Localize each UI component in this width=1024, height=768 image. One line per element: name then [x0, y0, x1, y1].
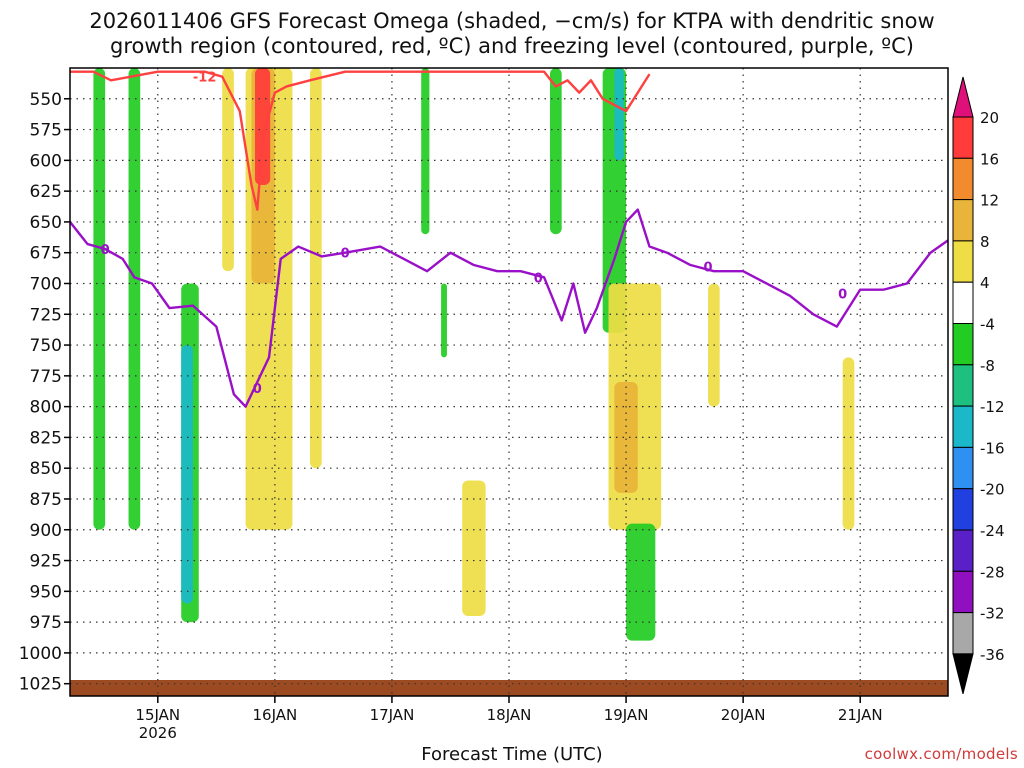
omega-region-3 [181, 345, 193, 604]
colorbar-bin-12 [952, 612, 974, 655]
x-tick-label-20JAN: 20JAN [721, 706, 766, 724]
omega-region-7 [254, 68, 271, 185]
colorbar-bin-2 [952, 199, 974, 242]
y-tick-label-975: 975 [30, 613, 62, 633]
colorbar-label--20: -20 [980, 481, 1005, 499]
omega-shading [93, 68, 855, 641]
omega-region-12 [549, 68, 562, 235]
colorbar: 20 16 12 8 4 -4 -8 -12 -16 -20 -24 -28 -32 -36 [952, 76, 1005, 695]
freezing-level-label-1: 0 [341, 247, 350, 262]
omega-region-9 [421, 68, 430, 235]
y-tick-label-550: 550 [30, 90, 62, 110]
omega-region-10 [441, 283, 447, 358]
freezing-level-label-4: 0 [838, 287, 847, 302]
colorbar-bin-3 [952, 240, 974, 283]
colorbar-label--16: -16 [980, 439, 1005, 457]
surface-band [70, 679, 948, 696]
colorbar-label-4: 4 [980, 274, 990, 292]
colorbar-bin-1 [952, 157, 974, 201]
freezing-level-label-2: 0 [534, 271, 543, 286]
omega-region-14 [614, 68, 624, 161]
colorbar-bin-6 [952, 364, 974, 407]
y-tick-label-600: 600 [30, 151, 62, 171]
x-tick-label-21JAN: 21JAN [838, 706, 883, 724]
contours: 0 0 0 0 0 0 -12 [70, 70, 948, 408]
colorbar-label-20: 20 [980, 109, 999, 127]
y-tick-label-850: 850 [30, 459, 62, 479]
y-tick-label-825: 825 [30, 428, 62, 448]
gridlines [70, 68, 948, 696]
freezing-level-label-5: 0 [253, 382, 262, 397]
omega-region-16 [614, 382, 638, 493]
colorbar-bin-0 [952, 116, 974, 159]
omega-region-0 [93, 68, 106, 530]
colorbar-label--24: -24 [980, 522, 1005, 540]
colorbar-bin-10 [952, 529, 974, 572]
colorbar-over-triangle [952, 76, 974, 118]
y-tick-label-675: 675 [30, 244, 62, 264]
colorbar-label--4: -4 [980, 316, 995, 334]
y-tick-label-800: 800 [30, 398, 62, 418]
colorbar-label-8: 8 [980, 233, 990, 251]
colorbar-bin-4 [952, 281, 974, 325]
x-tick-label-16JAN: 16JAN [252, 706, 297, 724]
x-tick-label-15JAN: 15JAN [135, 706, 180, 724]
y-tick-label-775: 775 [30, 367, 62, 387]
colorbar-label--12: -12 [980, 398, 1005, 416]
dgz-line [70, 70, 651, 211]
freezing-level-label-0: 0 [101, 243, 110, 258]
x-tick-label-19JAN: 19JAN [604, 706, 649, 724]
y-tick-label-1025: 1025 [19, 675, 62, 695]
dgz-label: -12 [193, 71, 217, 86]
y-tick-label-925: 925 [30, 552, 62, 572]
colorbar-label--28: -28 [980, 563, 1005, 581]
x-axis-label: Forecast Time (UTC) [421, 744, 603, 765]
surface-terrain [70, 679, 948, 696]
colorbar-bin-5 [952, 323, 974, 366]
y-tick-label-1000: 1000 [19, 644, 62, 664]
colorbar-label--36: -36 [980, 646, 1005, 664]
y-tick-label-875: 875 [30, 490, 62, 510]
y-tick-label-700: 700 [30, 274, 62, 294]
chart-title-line-2: growth region (contoured, red, ºC) and f… [110, 34, 914, 58]
omega-region-17 [626, 523, 656, 641]
y-tick-label-725: 725 [30, 305, 62, 325]
x-tick-label-18JAN: 18JAN [487, 706, 532, 724]
colorbar-bin-8 [952, 446, 974, 490]
colorbar-label-12: 12 [980, 192, 999, 210]
y-tick-label-625: 625 [30, 182, 62, 202]
y-tick-label-650: 650 [30, 213, 62, 233]
y-axis: 550 575 600 625 650 675 700 725 750 775 800 825 850 8… [19, 90, 70, 695]
omega-region-19 [842, 357, 855, 530]
y-tick-label-900: 900 [30, 521, 62, 541]
y-tick-label-950: 950 [30, 582, 62, 602]
colorbar-label--8: -8 [980, 357, 995, 375]
omega-region-1 [128, 68, 141, 530]
y-tick-label-575: 575 [30, 121, 62, 141]
colorbar-label--32: -32 [980, 605, 1005, 623]
colorbar-label-16: 16 [980, 150, 999, 168]
site-credit[interactable]: coolwx.com/models [864, 745, 1018, 763]
colorbar-under-triangle [952, 653, 974, 695]
freezing-level-line [70, 208, 948, 408]
x-tick-sublabel-15JAN: 2026 [139, 724, 177, 742]
omega-region-4 [222, 68, 234, 272]
omega-region-11 [462, 480, 486, 616]
chart-title-line-1: 2026011406 GFS Forecast Omega (shaded, −… [89, 9, 935, 33]
omega-region-8 [309, 68, 322, 469]
freezing-level-label-3: 0 [703, 260, 712, 275]
x-tick-label-17JAN: 17JAN [370, 706, 415, 724]
colorbar-bin-7 [952, 405, 974, 448]
colorbar-bin-11 [952, 570, 974, 614]
y-tick-label-750: 750 [30, 336, 62, 356]
colorbar-bin-9 [952, 488, 974, 531]
